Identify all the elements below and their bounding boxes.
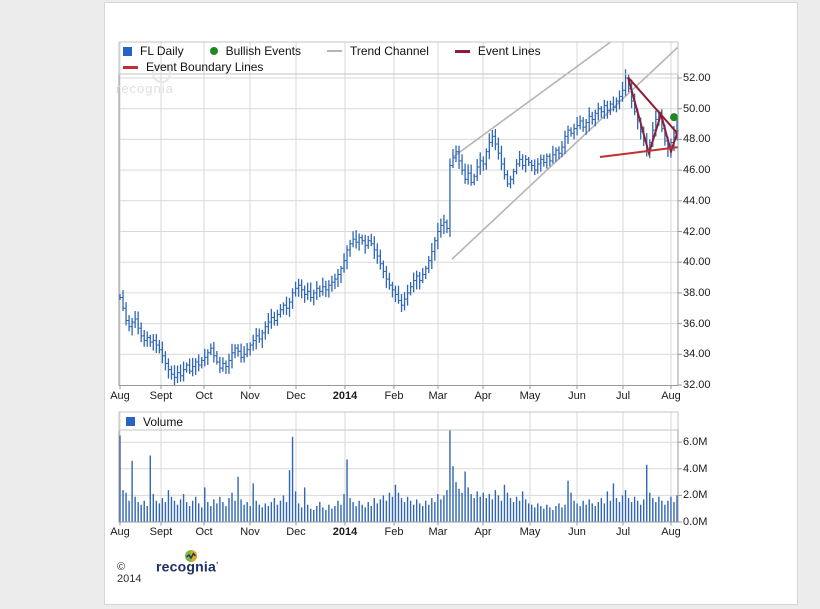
main-legend: FL Daily Bullish Events Trend Channel Event… (123, 43, 675, 74)
x-axis-label-volume: Nov (240, 526, 260, 538)
price-axis-label: 32.00 (683, 379, 711, 391)
x-axis-label: Dec (286, 390, 306, 402)
x-axis-label: May (519, 390, 541, 402)
trend-channel-line (451, 45, 678, 260)
price-axis-label: 38.00 (683, 286, 711, 299)
x-axis-label-volume: Dec (286, 526, 306, 538)
legend-label: Event Boundary Lines (146, 60, 264, 74)
x-axis-label: 2014 (332, 390, 358, 402)
x-axis-label: Aug (110, 390, 130, 402)
price-axis-label: 52.00 (683, 72, 711, 84)
bullish-events-icon (209, 47, 218, 55)
trademark-dot: · (215, 558, 220, 568)
price-axis-label: 40.00 (683, 256, 711, 269)
x-axis-label: Sept (149, 390, 173, 402)
price-axis-label: 44.00 (683, 194, 711, 207)
volume-axis-label: 6.0M (683, 436, 708, 449)
trend-channel-icon (326, 50, 342, 52)
x-axis-label: Apr (474, 390, 492, 402)
x-axis-label: Oct (195, 390, 213, 402)
copyright-text: © 2014 (117, 561, 142, 585)
price-axis-label: 42.00 (683, 225, 711, 238)
x-axis-label-volume: Apr (474, 526, 492, 538)
brand-text: recognia· (156, 558, 220, 575)
x-axis-label-volume: Sept (149, 526, 173, 538)
event-upper-line (627, 76, 679, 135)
price-panel-border (118, 41, 679, 386)
legend-label: Trend Channel (349, 44, 429, 58)
legend-box-border (118, 41, 679, 75)
volume-axis-label: 4.0M (683, 462, 708, 475)
x-axis-label-volume: Aug (110, 526, 130, 538)
event-boundary-line (599, 146, 679, 159)
price-axis-label: 34.00 (683, 348, 711, 361)
price-axis-label: 36.00 (683, 317, 711, 330)
price-bars (119, 69, 678, 386)
volume-legend-border (118, 411, 679, 431)
volume-axis-label: 0.0M (683, 516, 708, 528)
x-axis-label-volume: Oct (195, 526, 213, 538)
volume-axis-label: 2.0M (683, 489, 708, 502)
fl-daily-icon (123, 46, 132, 56)
x-axis-label: Mar (428, 390, 448, 402)
event-boundary-lines-icon (123, 65, 138, 69)
legend-item-event-lines: Event Lines (454, 44, 541, 58)
bullish-event-marker (670, 113, 678, 122)
x-axis-label: Nov (240, 390, 260, 402)
trend-channel-line (452, 42, 612, 158)
x-axis-label-volume: Jun (568, 526, 586, 538)
x-axis-label-volume: 2014 (332, 526, 358, 538)
event-lines-icon (454, 49, 470, 53)
volume-legend: Volume (126, 414, 183, 429)
volume-bars (119, 430, 678, 522)
legend-item-trend-channel: Trend Channel (326, 44, 429, 58)
legend-label: Event Lines (477, 44, 541, 58)
volume-legend-label: Volume (143, 414, 184, 429)
recognia-logo-icon (185, 550, 197, 562)
volume-series-icon (126, 417, 135, 426)
watermark-logo-icon (152, 64, 171, 83)
legend-row-1: FL Daily Bullish Events Trend Channel Event… (123, 43, 675, 59)
x-axis-label: Aug (661, 390, 681, 402)
x-axis-label-volume: Aug (661, 526, 681, 538)
price-axis-label: 48.00 (683, 133, 711, 146)
legend-row-2: Event Boundary Lines (123, 59, 675, 75)
legend-item-event-boundary-lines: Event Boundary Lines (123, 60, 263, 74)
x-axis-label: Jun (568, 390, 586, 402)
x-axis-label-volume: Feb (384, 526, 404, 538)
x-axis-label-volume: Mar (428, 526, 448, 538)
x-axis-label-volume: May (519, 526, 541, 538)
watermark-text: recognia (116, 81, 174, 96)
x-axis-label: Feb (384, 390, 404, 402)
legend-item-fl-daily: FL Daily (123, 44, 184, 58)
legend-label: FL Daily (140, 44, 184, 58)
x-axis-label-volume: Jul (615, 526, 631, 538)
price-axis-label: 46.00 (683, 164, 711, 177)
legend-label: Bullish Events (225, 44, 301, 58)
price-axis-label: 50.00 (683, 102, 711, 115)
legend-item-bullish-events: Bullish Events (209, 44, 301, 58)
x-axis-label: Jul (615, 390, 631, 402)
